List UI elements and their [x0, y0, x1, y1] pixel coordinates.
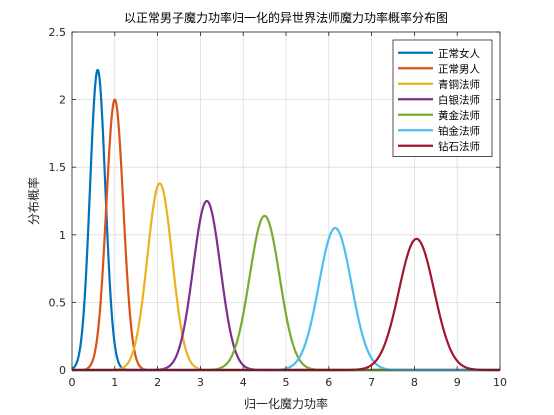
x-tick-label: 8 — [411, 376, 418, 389]
x-tick-label: 2 — [154, 376, 161, 389]
x-tick-label: 10 — [493, 376, 507, 389]
legend-label: 青铜法师 — [438, 78, 480, 91]
x-tick-label: 0 — [69, 376, 76, 389]
y-tick-label: 1 — [59, 229, 66, 242]
y-axis-label: 分布概率 — [26, 177, 41, 225]
y-tick-label: 2 — [59, 94, 66, 107]
x-axis-label: 归一化魔力功率 — [244, 396, 328, 411]
y-tick-label: 0.5 — [49, 296, 67, 309]
axis-ticks — [71, 31, 501, 371]
chart-title: 以正常男子魔力功率归一化的异世界法师魔力功率概率分布图 — [124, 10, 448, 25]
x-tick-label: 7 — [368, 376, 375, 389]
x-tick-label: 6 — [325, 376, 332, 389]
legend-label: 正常女人 — [438, 47, 480, 60]
x-tick-label: 4 — [240, 376, 247, 389]
y-tick-label: 0 — [59, 364, 66, 377]
x-tick-label: 3 — [197, 376, 204, 389]
legend-label: 钻石法师 — [438, 140, 480, 153]
legend-label: 白银法师 — [438, 93, 480, 106]
x-tick-labels: 0 1 2 3 4 5 6 7 8 9 10 — [69, 376, 508, 389]
x-tick-label: 5 — [283, 376, 290, 389]
y-tick-label: 1.5 — [49, 161, 67, 174]
x-tick-label: 1 — [111, 376, 118, 389]
y-tick-label: 2.5 — [49, 26, 67, 39]
legend-label: 黄金法师 — [438, 109, 480, 122]
legend-label: 正常男人 — [438, 62, 480, 75]
legend-label: 铂金法师 — [438, 124, 480, 137]
y-tick-labels: 0 0.5 1 1.5 2 2.5 — [49, 26, 67, 377]
x-tick-label: 9 — [454, 376, 461, 389]
